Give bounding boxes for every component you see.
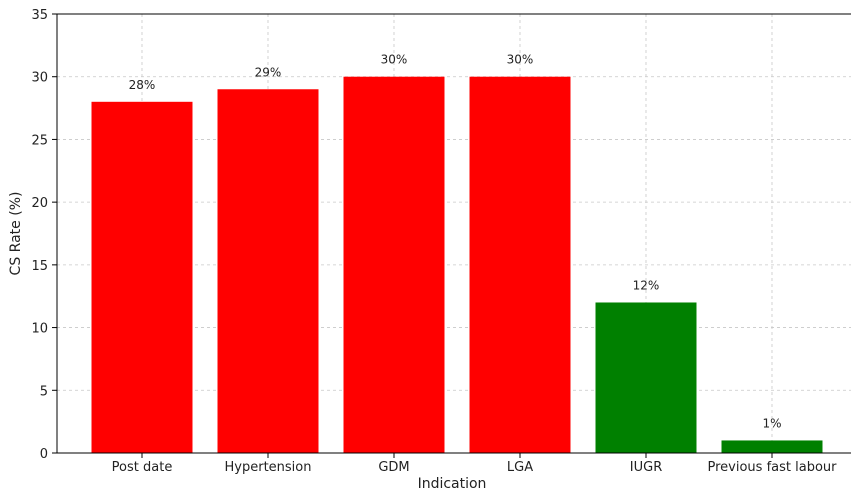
bar-value-label: 1% xyxy=(762,416,781,430)
x-tick-label: LGA xyxy=(507,460,533,475)
y-axis-title: CS Rate (%) xyxy=(8,192,24,276)
x-tick-label: Hypertension xyxy=(225,460,312,475)
x-tick-label: IUGR xyxy=(630,460,662,475)
labels-layer: 0 5 10 15 20 25 30 35 28% Post date 29% Hypertensio… xyxy=(31,8,837,475)
y-tick-label: 25 xyxy=(31,133,48,148)
bar-value-label: 29% xyxy=(255,65,282,79)
y-tick-label: 35 xyxy=(31,8,48,23)
bar xyxy=(721,440,823,453)
x-tick-label: Post date xyxy=(112,460,173,475)
bar-value-label: 12% xyxy=(633,278,660,292)
y-tick-label: 5 xyxy=(40,384,48,399)
bar xyxy=(469,76,571,453)
bar xyxy=(217,89,319,453)
x-axis-title: Indication xyxy=(418,476,487,492)
bar xyxy=(91,101,193,454)
y-tick-label: 0 xyxy=(40,447,48,462)
x-tick-label: GDM xyxy=(378,460,409,475)
y-tick-label: 30 xyxy=(31,71,48,86)
axes-layer xyxy=(52,13,851,458)
bar-value-label: 28% xyxy=(129,78,156,92)
y-tick-label: 20 xyxy=(31,196,48,211)
x-tick-label: Previous fast labour xyxy=(708,460,838,475)
y-tick-label: 15 xyxy=(31,259,48,274)
bar-value-label: 30% xyxy=(507,53,534,67)
bar xyxy=(343,76,445,453)
bar-value-label: 30% xyxy=(381,53,408,67)
bar xyxy=(595,302,697,453)
bars-layer xyxy=(91,76,823,454)
y-tick-label: 10 xyxy=(31,322,48,337)
